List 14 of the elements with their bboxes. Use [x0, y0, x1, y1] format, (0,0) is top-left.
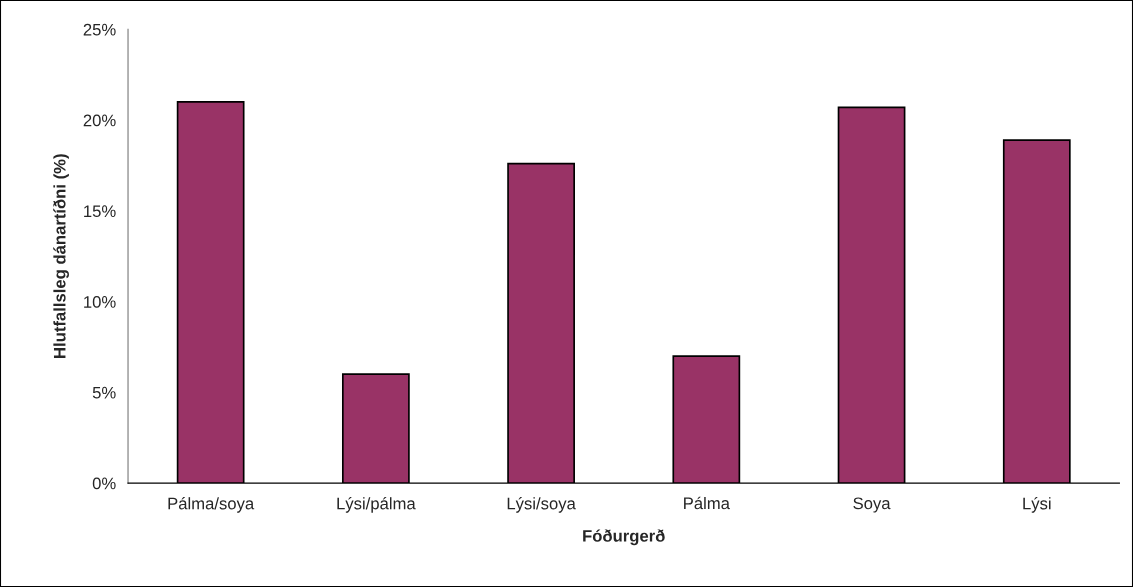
y-tick-label: 0% — [92, 477, 116, 490]
x-tick-label: Pálma/soya — [168, 496, 255, 513]
y-tick-label: 20% — [83, 114, 116, 127]
x-axis-title: Fóðurgerð — [583, 529, 665, 546]
y-axis-title: Hlutfallsleg dánartíðni (%) — [53, 154, 69, 358]
y-tick-label: 10% — [84, 296, 116, 308]
x-tick-label: Lýsi — [1023, 496, 1051, 513]
y-tick-label: 25% — [83, 23, 116, 36]
x-tick-label: Pálma — [684, 496, 730, 510]
x-tick-label: Lýsi/soya — [507, 496, 576, 513]
y-tick-label: 5% — [92, 386, 116, 399]
x-tick-label: Lýsi/pálma — [337, 496, 416, 513]
x-tick-label: Soya — [853, 497, 891, 513]
y-tick-label: 15% — [84, 205, 116, 218]
